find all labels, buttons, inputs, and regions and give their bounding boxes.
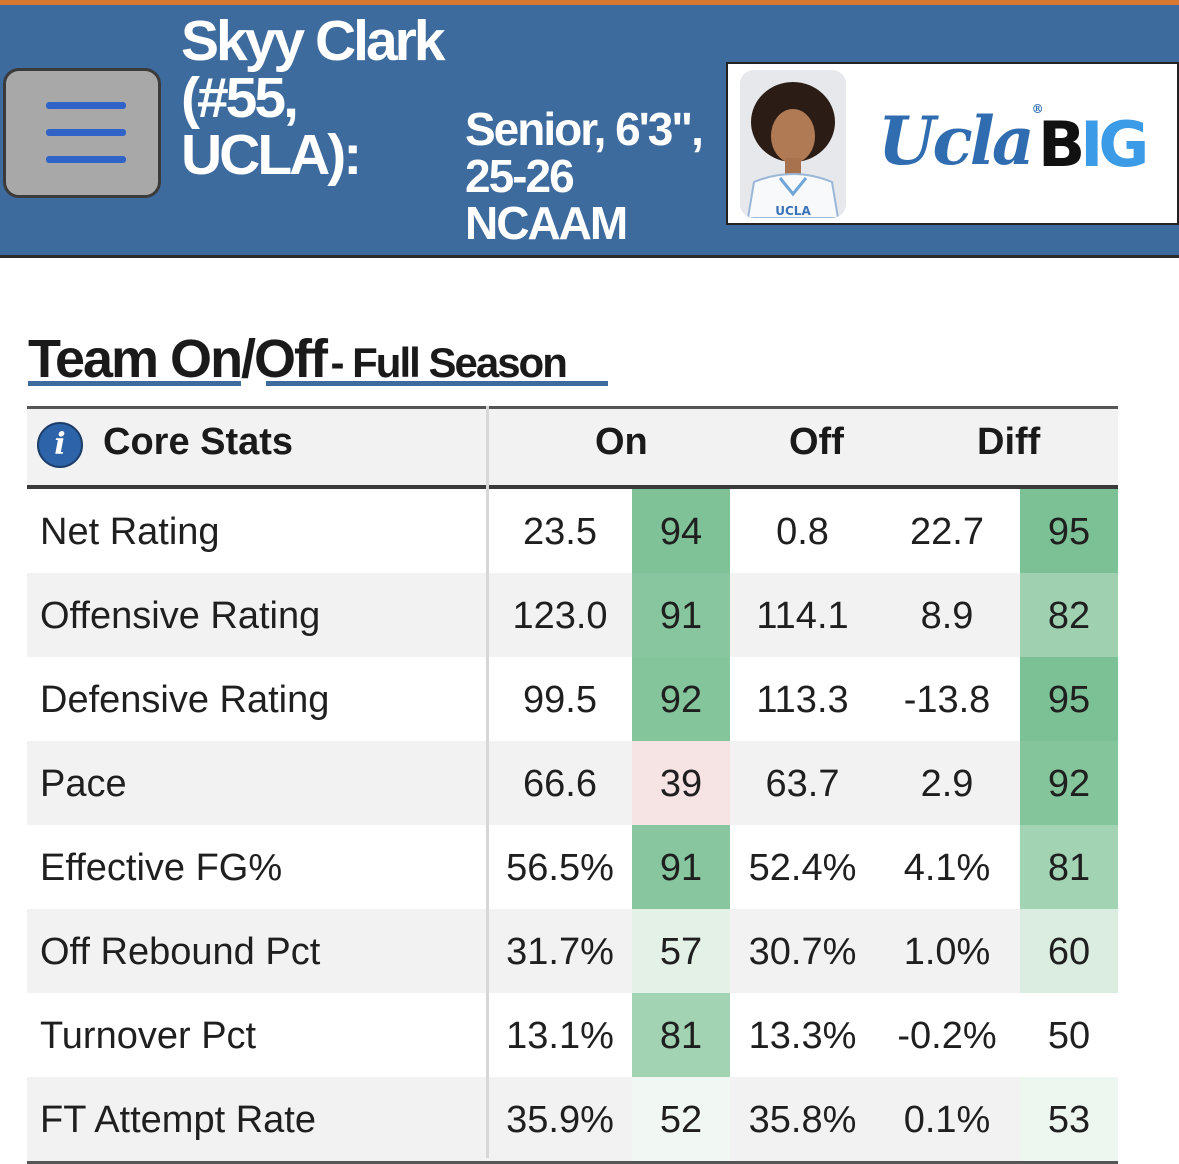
diff-value: 8.9 [920, 595, 974, 637]
big-ten-logo: BIG [1038, 108, 1149, 181]
diff-value: 1.0% [903, 931, 991, 973]
on-percentile: 39 [632, 741, 730, 825]
table-row: Defensive Rating 99.5 92 113.3 -13.8 95 [27, 657, 1118, 741]
on-percentile: 81 [632, 993, 730, 1077]
table-row: Off Rebound Pct 31.7% 57 30.7% 1.0% 60 [27, 909, 1118, 993]
header-diff[interactable]: Diff [977, 421, 1041, 463]
diff-percentile: 82 [1020, 573, 1118, 657]
header-on[interactable]: On [595, 421, 648, 463]
diff-percentile: 95 [1020, 489, 1118, 573]
stat-label: Off Rebound Pct [40, 931, 321, 973]
on-percentile: 91 [632, 573, 730, 657]
player-headshot: UCLA [740, 70, 846, 218]
on-value: 35.9% [506, 1099, 614, 1141]
table-row: Turnover Pct 13.1% 81 13.3% -0.2% 50 [27, 993, 1118, 1077]
on-percentile: 92 [632, 657, 730, 741]
player-name: Skyy Clark (#55, UCLA): [181, 9, 446, 187]
on-value: 31.7% [506, 931, 614, 973]
header-off[interactable]: Off [789, 421, 844, 463]
stat-label: Pace [40, 763, 127, 805]
table-row: FT Attempt Rate 35.9% 52 35.8% 0.1% 53 [27, 1077, 1118, 1164]
player-header: Skyy Clark (#55, UCLA): Senior, 6'3", 25… [0, 5, 1179, 258]
section-title-main: Team On/Off [28, 329, 328, 389]
off-value: 35.8% [748, 1099, 857, 1141]
core-stats-table: i Core Stats On Off Diff Net Rating 23.5… [27, 406, 1118, 1164]
menu-icon [46, 156, 126, 163]
off-value: 30.7% [748, 931, 857, 973]
ucla-logo: Ucla® [878, 102, 1044, 180]
menu-button[interactable] [3, 68, 161, 198]
table-header: i Core Stats On Off Diff [27, 406, 1118, 489]
off-value: 63.7 [765, 763, 840, 805]
on-value: 99.5 [523, 679, 597, 721]
on-percentile: 94 [632, 489, 730, 573]
table-row: Effective FG% 56.5% 91 52.4% 4.1% 81 [27, 825, 1118, 909]
title-underline [266, 381, 608, 386]
stat-label: Net Rating [40, 511, 220, 553]
player-meta: Senior, 6'3", 25-26 NCAAM [465, 103, 704, 249]
logo-box: UCLA Ucla® BIG [726, 62, 1179, 225]
on-percentile: 91 [632, 825, 730, 909]
title-underline [28, 381, 241, 386]
diff-percentile: 95 [1020, 657, 1118, 741]
on-value: 123.0 [512, 595, 608, 637]
on-value: 56.5% [506, 847, 614, 889]
off-value: 113.3 [756, 679, 849, 721]
off-value: 114.1 [756, 595, 849, 637]
table-row: Pace 66.6 39 63.7 2.9 92 [27, 741, 1118, 825]
stat-label: Defensive Rating [40, 679, 330, 721]
info-icon[interactable]: i [37, 422, 83, 468]
menu-icon [46, 129, 126, 136]
table-row: Offensive Rating 123.0 91 114.1 8.9 82 [27, 573, 1118, 657]
diff-value: 4.1% [903, 847, 991, 889]
on-value: 13.1% [506, 1015, 614, 1057]
svg-text:UCLA: UCLA [775, 204, 811, 218]
diff-value: -13.8 [903, 679, 991, 721]
section-title-sub: - Full Season [330, 339, 567, 386]
table-row: Net Rating 23.5 94 0.8 22.7 95 [27, 489, 1118, 573]
on-value: 66.6 [523, 763, 597, 805]
on-percentile: 52 [632, 1077, 730, 1161]
diff-percentile: 92 [1020, 741, 1118, 825]
diff-value: 0.1% [903, 1099, 991, 1141]
off-value: 0.8 [776, 511, 829, 553]
off-value: 13.3% [748, 1015, 857, 1057]
diff-value: 22.7 [910, 511, 984, 553]
stat-label: FT Attempt Rate [40, 1099, 316, 1141]
column-divider [486, 406, 489, 1158]
stat-label: Turnover Pct [40, 1015, 257, 1057]
menu-icon [46, 102, 126, 109]
on-percentile: 57 [632, 909, 730, 993]
stat-label: Offensive Rating [40, 595, 321, 637]
diff-percentile: 81 [1020, 825, 1118, 909]
diff-percentile: 50 [1047, 1015, 1091, 1057]
top-accent-line [0, 0, 1179, 5]
off-value: 52.4% [748, 847, 857, 889]
diff-value: -0.2% [897, 1015, 997, 1057]
diff-percentile: 60 [1020, 909, 1118, 993]
diff-value: 2.9 [920, 763, 974, 805]
section-title: Team On/Off - Full Season [28, 328, 568, 390]
header-core-stats: Core Stats [103, 421, 294, 463]
on-value: 23.5 [523, 511, 597, 553]
stat-label: Effective FG% [40, 847, 283, 889]
diff-percentile: 53 [1020, 1077, 1118, 1161]
